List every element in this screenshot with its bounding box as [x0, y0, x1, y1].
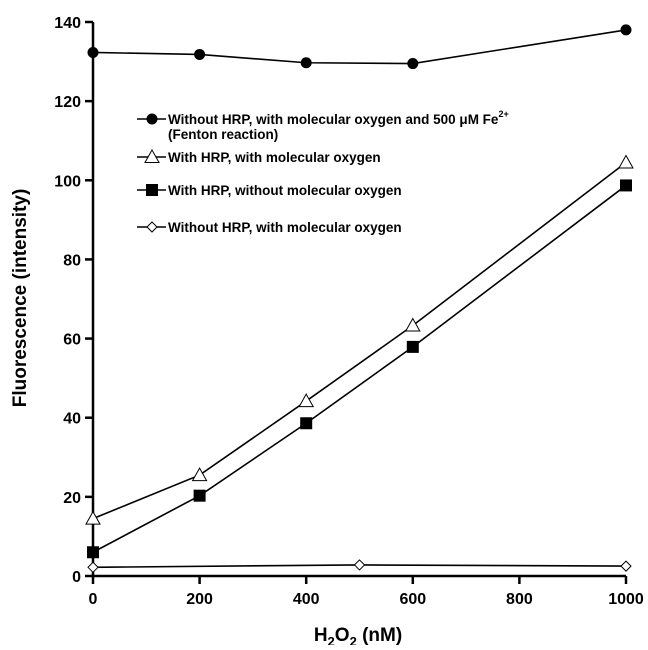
- x-axis-label-sub1: 2: [328, 634, 335, 645]
- legend-entry-4: Without HRP, with molecular oxygen: [137, 220, 402, 235]
- series-line: [92, 161, 627, 520]
- series-line: [92, 184, 627, 553]
- y-tick-label: 100: [54, 173, 81, 190]
- y-axis-label: Fluorescence (intensity): [10, 189, 31, 408]
- legend-superscript: 2+: [498, 109, 508, 119]
- x-axis-label-base1: H: [314, 625, 328, 645]
- legend-entry-3: With HRP, without molecular oxygen: [137, 183, 402, 198]
- y-tick-label: 80: [63, 252, 81, 269]
- x-axis-label: H2O2 (nM): [314, 625, 402, 645]
- data-point: [87, 561, 99, 574]
- y-tick-label: 140: [54, 15, 81, 32]
- legend-marker: [146, 113, 158, 125]
- legend-label: Without HRP, with molecular oxygen and 5…: [168, 109, 509, 127]
- legend-label: With HRP, with molecular oxygen: [168, 150, 381, 165]
- legend-entry-2: With HRP, with molecular oxygen: [137, 148, 381, 165]
- axes: [91, 22, 626, 578]
- axis-labels: Fluorescence (intensity) H2O2 (nM): [10, 189, 402, 649]
- x-axis-label-rest: (nM): [357, 625, 402, 645]
- series-3: [87, 179, 632, 559]
- data-point: [618, 154, 634, 169]
- data-point: [406, 340, 419, 353]
- series-line: [92, 29, 627, 65]
- legend-marker: [146, 221, 158, 233]
- x-tick-label: 800: [506, 591, 533, 608]
- data-point: [407, 58, 419, 70]
- data-point: [194, 48, 206, 60]
- data-point: [620, 179, 632, 192]
- x-tick-label: 400: [293, 591, 320, 608]
- legend: Without HRP, with molecular oxygen and 5…: [137, 109, 509, 235]
- legend-entry-1: Without HRP, with molecular oxygen and 5…: [137, 109, 509, 142]
- legend-marker: [144, 148, 160, 163]
- data-point: [87, 46, 99, 58]
- y-tick-label: 0: [72, 569, 81, 586]
- ticks: 0 20 40 60 80 100 120 140 0 200 400 600 800 1000: [54, 15, 644, 608]
- x-tick-label: 0: [89, 591, 98, 608]
- data-point: [87, 546, 99, 559]
- legend-label: (Fenton reaction): [168, 127, 278, 142]
- legend-label: Without HRP, with molecular oxygen: [168, 220, 402, 235]
- x-axis-label-base2: O: [335, 625, 350, 645]
- data-point: [191, 467, 208, 482]
- series-4: [87, 559, 632, 574]
- data-point: [193, 489, 206, 502]
- data-point: [620, 560, 632, 572]
- data-point: [298, 393, 315, 408]
- legend-marker: [146, 184, 158, 196]
- y-tick-label: 40: [63, 411, 81, 428]
- data-point: [300, 57, 312, 69]
- data-point: [300, 417, 313, 430]
- data-point: [620, 24, 632, 36]
- data-point: [353, 559, 366, 571]
- y-tick-label: 120: [54, 94, 81, 111]
- data-point: [404, 317, 421, 332]
- legend-label: With HRP, without molecular oxygen: [168, 183, 402, 198]
- series-2: [85, 154, 634, 525]
- y-tick-label: 20: [63, 490, 81, 507]
- x-tick-label: 1000: [608, 591, 644, 608]
- data-point: [85, 510, 101, 525]
- x-tick-label: 600: [399, 591, 426, 608]
- series: [85, 24, 634, 574]
- x-axis-label-sub2: 2: [350, 634, 357, 645]
- series-1: [87, 24, 632, 70]
- y-tick-label: 60: [63, 332, 81, 349]
- x-tick-label: 200: [186, 591, 213, 608]
